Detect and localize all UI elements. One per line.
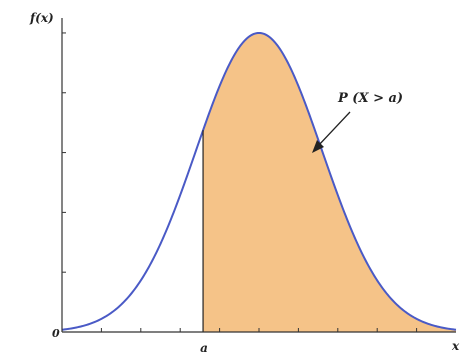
x-axis-label: x (451, 339, 460, 353)
tail-probability-area (203, 32, 456, 333)
y-axis-label: f(x) (29, 11, 54, 25)
y-axis-ticks (62, 32, 66, 273)
annotation-arrow-head (312, 140, 324, 153)
annotation-arrow-shaft (317, 111, 351, 147)
x-axis-ticks (100, 328, 418, 332)
origin-label: 0 (52, 327, 60, 340)
density-curve (61, 31, 457, 331)
annotation-label: P (X > a) (337, 91, 403, 106)
threshold-label: a (200, 341, 208, 353)
